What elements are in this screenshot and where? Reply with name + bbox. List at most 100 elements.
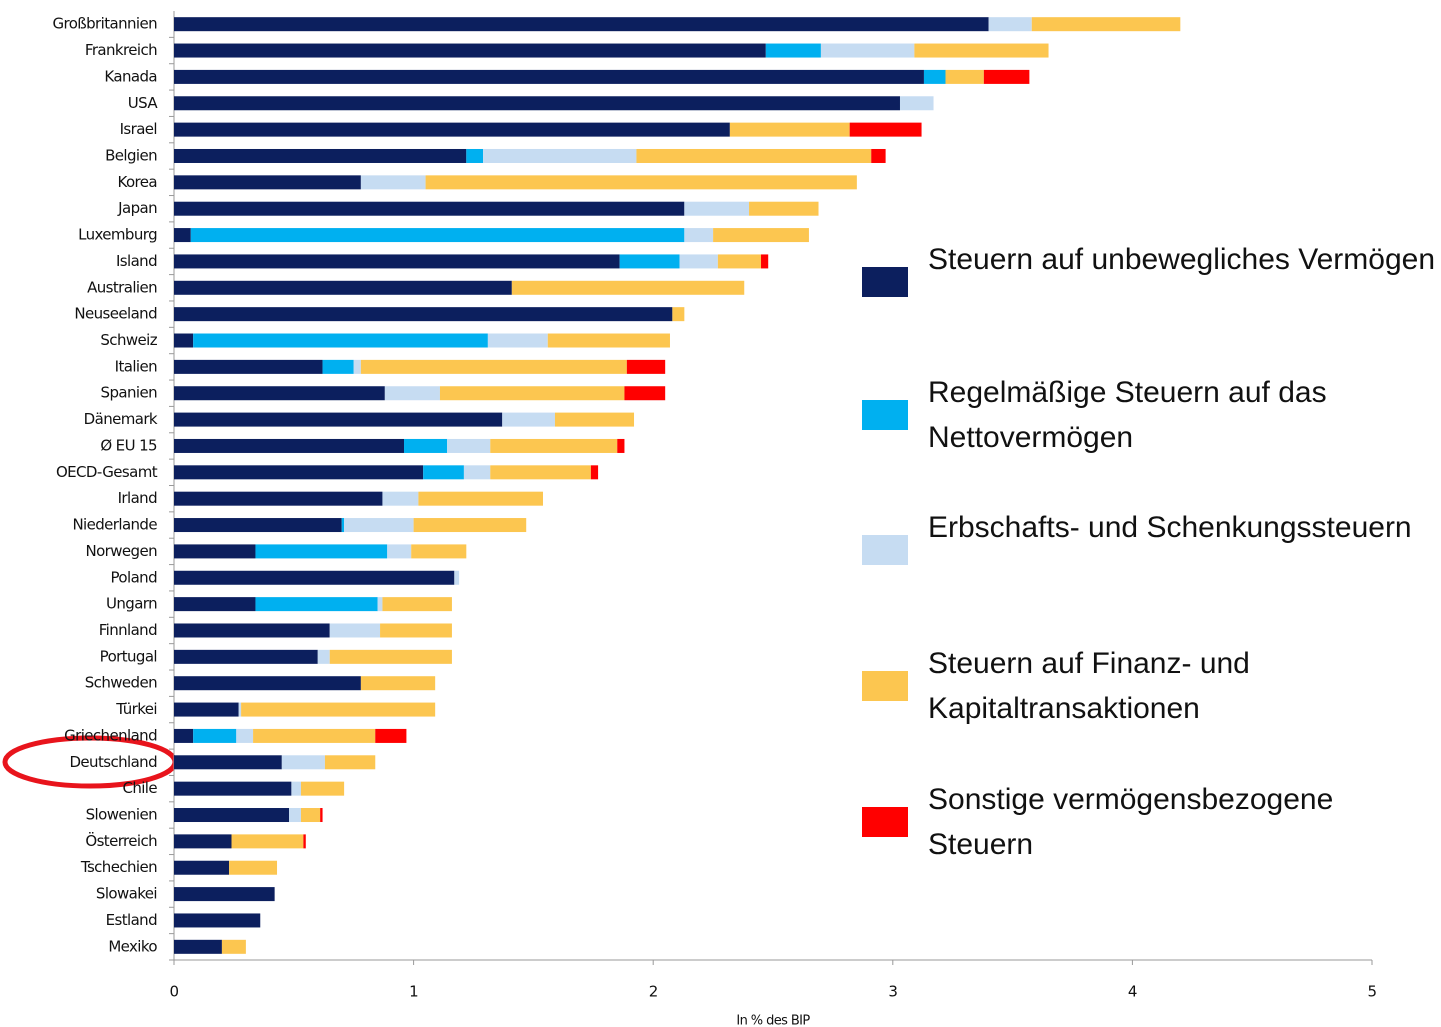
bar-segment bbox=[238, 702, 242, 717]
bar-segment bbox=[717, 254, 762, 269]
x-tick-label: 2 bbox=[649, 983, 658, 1001]
y-tick-label: Ø EU 15 bbox=[100, 436, 157, 454]
y-tick-label: Kanada bbox=[104, 67, 157, 85]
bar-segment bbox=[380, 623, 452, 638]
bar-segment bbox=[329, 623, 381, 638]
y-tick-label: Dänemark bbox=[84, 410, 158, 428]
y-tick-label: Japan bbox=[117, 199, 157, 217]
bar-segment bbox=[329, 649, 452, 664]
y-tick-label: Neuseeland bbox=[74, 305, 157, 323]
y-tick-label: Spanien bbox=[101, 384, 158, 402]
bar-segment bbox=[174, 254, 620, 269]
bar-segment bbox=[439, 386, 625, 401]
legend-swatch bbox=[862, 535, 908, 565]
y-tick-label: Luxemburg bbox=[78, 226, 157, 244]
bar-segment bbox=[174, 69, 924, 84]
bar-segment bbox=[360, 359, 627, 374]
bar-segment bbox=[923, 69, 946, 84]
bar-segment bbox=[231, 834, 304, 849]
legend-swatch bbox=[862, 671, 908, 701]
y-tick-label: Chile bbox=[122, 779, 157, 797]
bar-segment bbox=[174, 307, 673, 322]
legend-label: Steuern auf Finanz- und Kapitaltransakti… bbox=[928, 647, 1250, 725]
bar-segment bbox=[684, 201, 750, 216]
legend-label: Erbschafts- und Schenkungssteuern bbox=[928, 511, 1412, 544]
bar-segment bbox=[502, 412, 555, 427]
bar-segment bbox=[253, 728, 376, 743]
bar-segment bbox=[483, 148, 637, 163]
bar-segment bbox=[174, 808, 290, 823]
y-tick-label: Frankreich bbox=[85, 41, 157, 59]
bar-segment bbox=[174, 148, 467, 163]
y-tick-label: Korea bbox=[117, 173, 157, 191]
bar-segment bbox=[382, 597, 452, 612]
bar-segment bbox=[454, 570, 460, 585]
bar-segment bbox=[672, 307, 685, 322]
bar-segment bbox=[300, 781, 345, 796]
bar-segment bbox=[281, 755, 325, 770]
bar-segment bbox=[174, 728, 194, 743]
bar-segment bbox=[423, 465, 464, 480]
bar-segment bbox=[765, 43, 821, 58]
bar-segment bbox=[174, 649, 318, 664]
y-tick-label: Island bbox=[116, 252, 157, 270]
y-tick-label: Slowakei bbox=[96, 885, 157, 903]
legend-label: Regelmäßige Steuern auf das Nettovermöge… bbox=[928, 376, 1327, 454]
y-tick-label: Mexiko bbox=[108, 937, 157, 955]
bar-segment bbox=[174, 333, 194, 348]
y-tick-label: Finnland bbox=[99, 621, 157, 639]
bar-segment bbox=[382, 491, 419, 506]
bar-segment bbox=[174, 280, 512, 295]
bar-segment bbox=[174, 96, 900, 111]
bar-segment bbox=[849, 122, 922, 137]
bar-segment bbox=[377, 597, 383, 612]
bar-segment bbox=[626, 359, 666, 374]
bar-segment bbox=[404, 438, 448, 453]
bar-segment bbox=[317, 649, 330, 664]
bar-segment bbox=[418, 491, 543, 506]
bar-segment bbox=[174, 438, 405, 453]
bar-segment bbox=[174, 518, 342, 533]
y-tick-label: Slowenien bbox=[86, 806, 157, 824]
bar-segment bbox=[341, 518, 345, 533]
y-tick-label: OECD-Gesamt bbox=[56, 463, 158, 481]
bar-segment bbox=[291, 781, 301, 796]
bar-segment bbox=[487, 333, 548, 348]
bar-segment bbox=[193, 728, 237, 743]
bar-segment bbox=[174, 465, 424, 480]
y-tick-label: Niederlande bbox=[72, 516, 157, 534]
y-tick-label: Deutschland bbox=[69, 753, 157, 771]
y-tick-label: Norwegen bbox=[85, 542, 157, 560]
bar-segment bbox=[636, 148, 872, 163]
bar-segment bbox=[174, 676, 361, 691]
bar-segment bbox=[360, 175, 426, 190]
legend-label: Steuern auf unbewegliches Vermögen bbox=[928, 243, 1436, 276]
legend-label: Sonstige vermögensbezogene Steuern bbox=[928, 783, 1334, 861]
bar-segment bbox=[174, 623, 330, 638]
x-tick-label: 4 bbox=[1128, 983, 1137, 1001]
bar-segment bbox=[729, 122, 850, 137]
bar-segment bbox=[983, 69, 1030, 84]
bar-segment bbox=[411, 544, 467, 559]
legend-swatch bbox=[862, 267, 908, 297]
bar-segment bbox=[820, 43, 915, 58]
x-axis-label: In % des BIP bbox=[736, 1014, 810, 1027]
bar-segment bbox=[749, 201, 819, 216]
legend-swatch bbox=[862, 807, 908, 837]
x-tick-label: 0 bbox=[170, 983, 179, 1001]
bar-segment bbox=[466, 148, 484, 163]
y-tick-label: Tschechien bbox=[80, 858, 157, 876]
bar-segment bbox=[320, 808, 323, 823]
bar-segment bbox=[490, 438, 618, 453]
bar-segment bbox=[241, 702, 436, 717]
bar-segment bbox=[353, 359, 361, 374]
bar-segment bbox=[289, 808, 301, 823]
bar-segment bbox=[174, 491, 383, 506]
y-tick-label: Australien bbox=[87, 278, 157, 296]
y-tick-label: Griechenland bbox=[64, 726, 157, 744]
bar-segment bbox=[684, 228, 714, 243]
y-tick-label: Estland bbox=[106, 911, 157, 929]
bar-segment bbox=[384, 386, 440, 401]
